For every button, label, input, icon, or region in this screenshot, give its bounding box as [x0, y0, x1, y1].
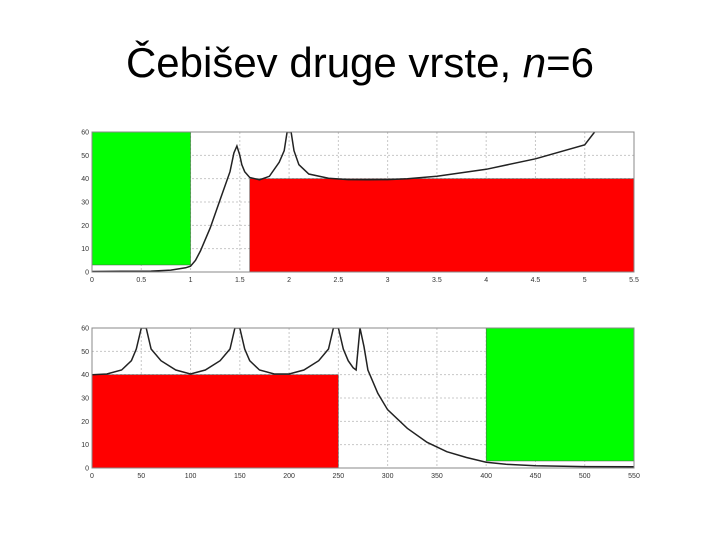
x-tick-label: 50: [137, 473, 145, 480]
y-tick-label: 10: [81, 442, 89, 449]
attenuation-curve: [92, 328, 634, 468]
x-tick-label: 3: [386, 277, 390, 284]
x-tick-label: 300: [382, 473, 394, 480]
title-variable: n: [522, 39, 547, 86]
y-tick-label: 0: [85, 466, 89, 473]
y-tick-label: 40: [81, 372, 89, 379]
y-tick-label: 30: [81, 200, 89, 207]
x-tick-label: 3.5: [432, 277, 442, 284]
x-tick-label: 5.5: [629, 277, 639, 284]
stopband-region: [249, 178, 635, 273]
passband-region: [91, 131, 191, 266]
x-tick-label: 100: [185, 473, 197, 480]
chart-top: 0 0.5 1 1.5 2 2.5 3 3.5 4 4.5 5 5.5 0 10 20 30 40 50 60: [81, 130, 639, 285]
y-tick-label: 60: [81, 130, 89, 137]
y-tick-label: 20: [81, 223, 89, 230]
x-tick-label: 150: [234, 473, 246, 480]
passband-region: [485, 327, 635, 462]
x-tick-label: 450: [530, 473, 542, 480]
x-tick-label: 350: [431, 473, 443, 480]
y-tick-label: 50: [81, 153, 89, 160]
title-prefix: Čebišev druge vrste,: [125, 39, 523, 86]
x-tick-label: 1.5: [235, 277, 245, 284]
attenuation-curve: [92, 132, 596, 272]
stopband-region: [91, 374, 339, 469]
x-tick-label: 4.5: [531, 277, 541, 284]
y-tick-label: 0: [85, 270, 89, 277]
slide-title: Čebišev druge vrste, n=6: [0, 42, 720, 84]
x-tick-label: 0: [90, 277, 94, 284]
x-tick-label: 0: [90, 473, 94, 480]
x-tick-label: 400: [480, 473, 492, 480]
y-tick-label: 60: [81, 326, 89, 333]
axes-frame: [91, 131, 635, 273]
title-suffix: =6: [546, 39, 595, 86]
x-tick-label: 1: [189, 277, 193, 284]
x-tick-label: 0.5: [136, 277, 146, 284]
x-tick-label: 5: [583, 277, 587, 284]
x-tick-label: 200: [283, 473, 295, 480]
x-tick-label: 2: [287, 277, 291, 284]
x-tick-label: 4: [484, 277, 488, 284]
axes-frame: [91, 327, 635, 469]
y-tick-label: 20: [81, 419, 89, 426]
chart-bottom: 0 50 100 150 200 250 300 350 400 450 500 550 0 10 20 30…: [81, 326, 640, 481]
x-tick-label: 550: [628, 473, 640, 480]
y-tick-label: 30: [81, 396, 89, 403]
x-tick-label: 500: [579, 473, 591, 480]
x-tick-label: 2.5: [333, 277, 343, 284]
y-tick-label: 40: [81, 176, 89, 183]
y-tick-label: 50: [81, 349, 89, 356]
x-tick-label: 250: [333, 473, 345, 480]
y-tick-label: 10: [81, 246, 89, 253]
